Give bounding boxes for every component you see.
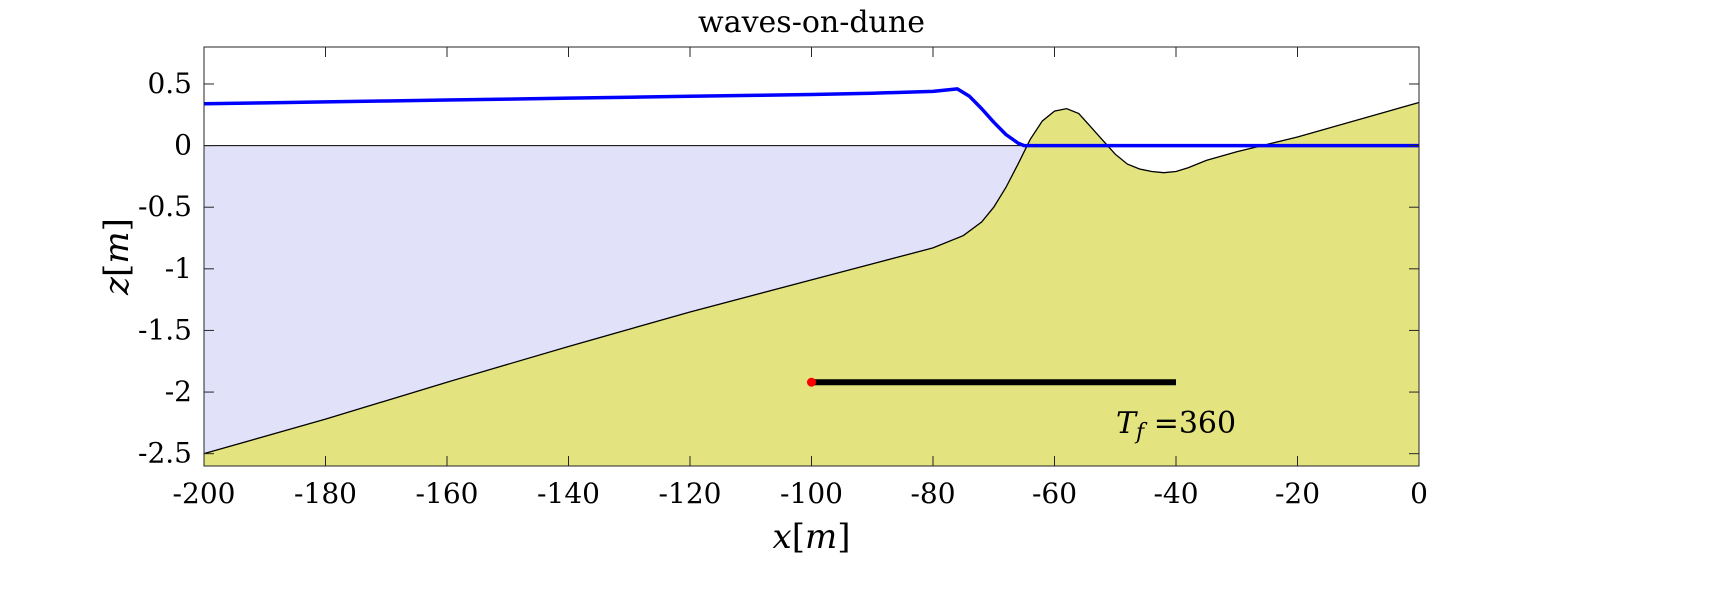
x-axis-ticks: -200 -180 -160 -140 -120 -100 -80 -60 -40 -20 0 [173,47,1428,510]
x-tick-label: -180 [294,477,357,510]
x-tick-label: -120 [659,477,722,510]
x-tick-label: -20 [1275,477,1320,510]
x-tick-label: -40 [1153,477,1198,510]
y-tick-label: -2 [165,375,192,408]
x-tick-label: -160 [416,477,479,510]
x-tick-label: 0 [1410,477,1428,510]
y-axis-title: z[m] [97,218,137,296]
y-axis-label: z[m] [97,218,137,296]
x-tick-label: -80 [910,477,955,510]
x-tick-label: -200 [173,477,236,510]
plot-area: Tf =360 [203,46,1420,467]
x-axis-label: x[m] [773,517,851,557]
y-tick-label: 0.5 [147,67,192,100]
dune-fill [204,102,1419,467]
y-tick-label: 0 [174,129,192,162]
y-tick-label: -1.5 [138,313,192,346]
wave-surface-line [203,87,1419,148]
x-axis-title: x[m] [773,517,851,557]
y-tick-label: -1 [165,252,192,285]
bed-profile-line [203,101,1420,455]
x-tick-label: -100 [780,477,843,510]
time-annotation: Tf =360 [1116,406,1236,445]
time-marker [807,377,816,387]
x-tick-label: -60 [1032,477,1077,510]
y-tick-label: -2.5 [138,437,192,470]
water-region [204,145,1028,454]
x-tick-label: -140 [537,477,600,510]
y-axis-ticks: 0.5 0 -0.5 -1 -1.5 -2 -2.5 [138,67,1419,470]
y-tick-label: -0.5 [138,190,192,223]
chart-title: waves-on-dune [698,5,925,40]
